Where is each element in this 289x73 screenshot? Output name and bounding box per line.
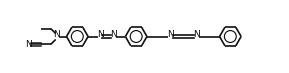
Text: N: N — [25, 40, 32, 49]
Text: N: N — [193, 30, 200, 39]
Text: N: N — [53, 30, 60, 39]
Text: N: N — [167, 30, 174, 39]
Text: N: N — [97, 30, 103, 39]
Text: N: N — [110, 30, 117, 39]
